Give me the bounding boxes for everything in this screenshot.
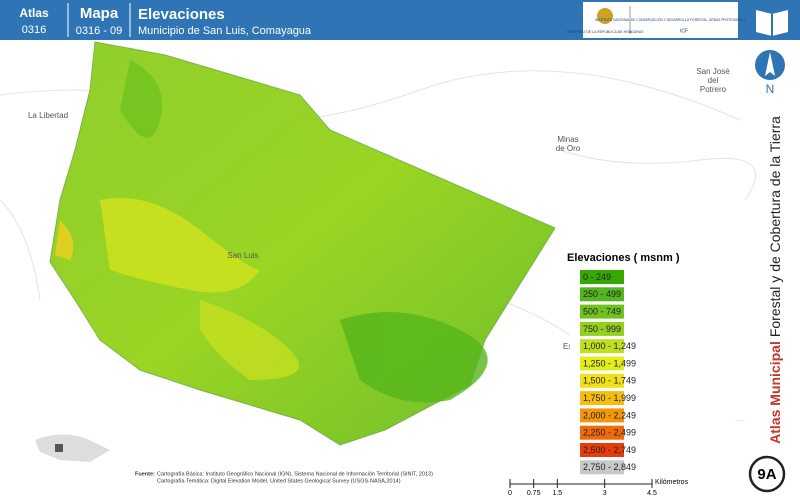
legend-swatch: [580, 287, 624, 302]
title: Elevaciones: [138, 6, 225, 23]
source-label: Fuente:: [135, 471, 155, 477]
place-label: San José del Potrero: [696, 67, 730, 94]
legend-swatch: [580, 356, 624, 371]
legend-swatch: [580, 408, 624, 423]
legend-label: 2,000 - 2,249: [583, 410, 636, 420]
elevation-patches: [55, 60, 488, 403]
badge: 9A: [757, 466, 776, 483]
atlas-label: Atlas: [19, 6, 49, 20]
legend-swatch: [580, 321, 624, 336]
sidebar-title: Atlas Municipal Forestal y de Cobertura d…: [767, 116, 783, 444]
atlas-code: 0316: [22, 24, 46, 36]
badge-circle: [748, 455, 786, 493]
legend-label: 1,250 - 1,499: [583, 358, 636, 368]
source-line: Cartografía Temática: Digital Elevation …: [157, 478, 401, 484]
legend-swatch: [580, 391, 624, 406]
legend-label: 250 - 499: [583, 289, 621, 299]
place-label: Minas de Oro: [556, 135, 581, 153]
legend-label: 2,750 - 2,849: [583, 462, 636, 472]
legend-label: 1,750 - 1,999: [583, 393, 636, 403]
legend-label: 2,500 - 2,749: [583, 445, 636, 455]
scale-tick-label: 3: [603, 490, 607, 497]
legend: Elevaciones ( msnm ) 0 - 249 250 - 499 500…: [567, 245, 735, 475]
scale-tick-label: 1.5: [552, 490, 562, 497]
legend-swatch: [580, 373, 624, 388]
subtitle: Municipio de San Luis, Comayagua: [138, 25, 312, 37]
honduras-inset: [35, 434, 110, 462]
scale-tick-label: 0.75: [527, 490, 541, 497]
legend-label: 750 - 999: [583, 324, 621, 334]
sidebar-title-bold: Atlas Municipal: [767, 341, 783, 444]
logo-code: ICF: [680, 28, 688, 34]
inset-marker: [55, 444, 63, 452]
legend-swatch: [580, 425, 624, 440]
header-text: Atlas 0316 Mapa 0316 - 09 Elevaciones Mu…: [19, 5, 312, 37]
legend-label: 500 - 749: [583, 306, 621, 316]
logo-left-text: GOBIERNO DE LA REPÚBLICA DE HONDURAS: [566, 30, 644, 34]
map-label: Mapa: [80, 5, 119, 22]
map-code: 0316 - 09: [76, 25, 122, 37]
place-label: San Luis: [227, 251, 258, 260]
scale-tick-label: 0: [508, 490, 512, 497]
scale-bar: Kilómetros 0 0.75 1.5 3 4.5: [508, 479, 689, 497]
legend-swatch: [580, 443, 624, 457]
sidebar-title-rest: Forestal y de Cobertura de la Tierra: [767, 116, 783, 337]
source-line: Cartografía Básica: Instituto Geográfico…: [157, 471, 433, 477]
logo-crest: [597, 8, 613, 24]
legend-title: Elevaciones ( msnm ): [567, 252, 680, 264]
scale-unit: Kilómetros: [655, 479, 689, 486]
legend-swatch: [580, 304, 624, 319]
place-label: La Libertad: [28, 111, 68, 120]
north-arrow: [765, 52, 775, 76]
legend-swatch: [580, 339, 624, 354]
north-label: N: [766, 82, 775, 96]
legend-label: 1,000 - 1,249: [583, 341, 636, 351]
legend-label: 1,500 - 1,749: [583, 376, 636, 386]
legend-swatch: [580, 270, 624, 284]
scale-tick-label: 4.5: [647, 490, 657, 497]
legend-label: 2,250 - 2,499: [583, 428, 636, 438]
logo-right-text: INSTITUTO NACIONAL DE CONSERVACIÓN Y DES…: [595, 17, 774, 22]
source: Fuente: Cartografía Básica: Instituto Ge…: [135, 471, 433, 484]
legend-label: 0 - 249: [583, 272, 611, 282]
legend-swatch: [580, 460, 624, 475]
